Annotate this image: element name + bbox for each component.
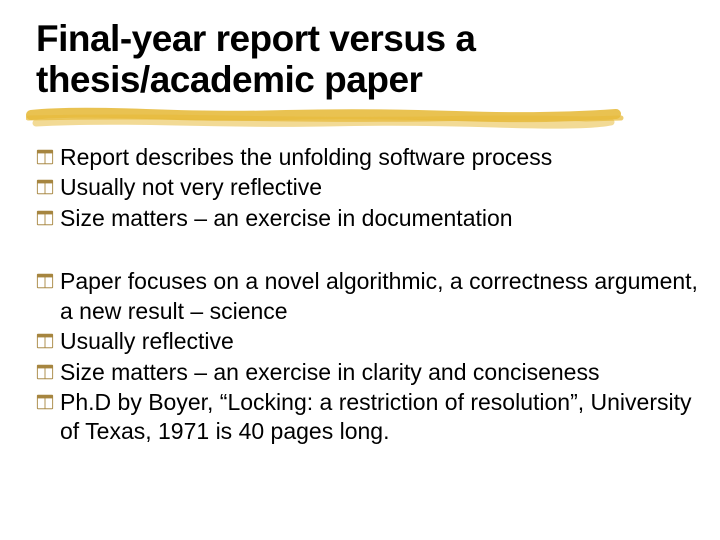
bullet-text: Usually reflective [60, 327, 234, 356]
window-bullet-icon [36, 393, 54, 411]
window-bullet-icon [36, 272, 54, 290]
window-bullet-icon [36, 148, 54, 166]
list-item: Ph.D by Boyer, “Locking: a restriction o… [36, 388, 700, 447]
list-item: Paper focuses on a novel algorithmic, a … [36, 267, 700, 326]
list-item: Size matters – an exercise in clarity an… [36, 358, 700, 387]
list-item: Report describes the unfolding software … [36, 143, 700, 172]
bullet-text: Paper focuses on a novel algorithmic, a … [60, 267, 700, 326]
slide-body: Report describes the unfolding software … [36, 143, 700, 447]
bullet-text: Report describes the unfolding software … [60, 143, 552, 172]
title-underline [36, 107, 700, 133]
bullet-text: Ph.D by Boyer, “Locking: a restriction o… [60, 388, 700, 447]
bullet-text: Size matters – an exercise in documentat… [60, 204, 513, 233]
bullet-group: Paper focuses on a novel algorithmic, a … [36, 267, 700, 447]
slide-title: Final-year report versus a thesis/academ… [36, 18, 700, 101]
bullet-group: Report describes the unfolding software … [36, 143, 700, 233]
window-bullet-icon [36, 178, 54, 196]
bullet-text: Usually not very reflective [60, 173, 322, 202]
window-bullet-icon [36, 209, 54, 227]
brush-underline-icon [26, 101, 626, 137]
list-item: Usually reflective [36, 327, 700, 356]
list-item: Size matters – an exercise in documentat… [36, 204, 700, 233]
window-bullet-icon [36, 332, 54, 350]
list-item: Usually not very reflective [36, 173, 700, 202]
slide: Final-year report versus a thesis/academ… [0, 0, 720, 540]
window-bullet-icon [36, 363, 54, 381]
bullet-text: Size matters – an exercise in clarity an… [60, 358, 599, 387]
